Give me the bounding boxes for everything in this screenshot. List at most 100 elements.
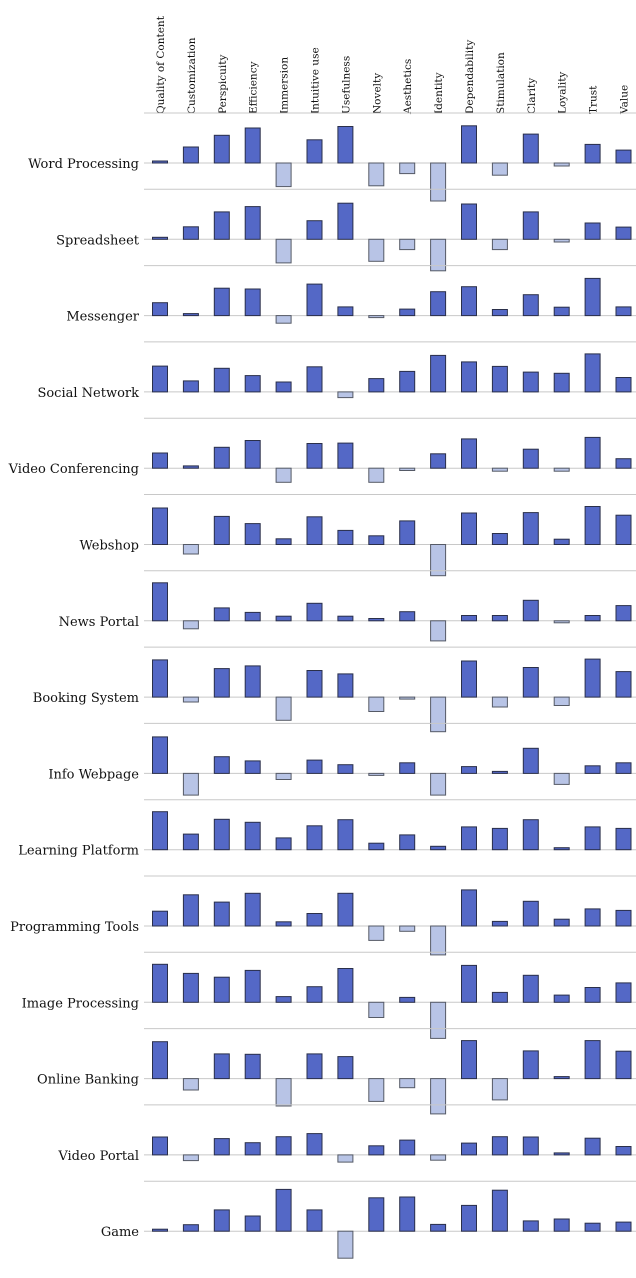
bar-image-processing-customization bbox=[182, 972, 199, 1003]
bar-messenger-value bbox=[615, 306, 632, 317]
bar-booking-system-usefulness bbox=[337, 673, 354, 698]
bar-social-network-efficiency bbox=[244, 375, 261, 393]
bar-word-processing-usefulness bbox=[337, 126, 354, 164]
bar-messenger-clarity bbox=[522, 294, 539, 317]
bar-news-portal-trust bbox=[584, 615, 601, 622]
bar-news-portal-identity bbox=[430, 620, 447, 642]
bar-booking-system-dependability bbox=[461, 660, 477, 698]
bar-messenger-efficiency bbox=[244, 288, 261, 317]
bar-info-webpage-perspicuity bbox=[213, 756, 230, 774]
bar-webshop-dependability bbox=[461, 512, 477, 545]
bar-word-processing-customization bbox=[182, 146, 199, 164]
bar-spreadsheet-novelty bbox=[368, 238, 385, 262]
bar-info-webpage-aesthetics bbox=[399, 762, 416, 774]
bar-learning-platform-dependability bbox=[461, 826, 477, 851]
bar-image-processing-usefulness bbox=[337, 968, 354, 1003]
bar-messenger-loyality bbox=[553, 306, 570, 317]
bar-social-network-aesthetics bbox=[399, 370, 416, 393]
row-video-portal: Video Portal bbox=[57, 1104, 636, 1164]
bar-webshop-value bbox=[615, 514, 632, 546]
bar-info-webpage-usefulness bbox=[337, 764, 354, 774]
bar-spreadsheet-intuitive-use bbox=[306, 220, 323, 240]
bar-video-conferencing-customization bbox=[182, 465, 199, 469]
bar-online-banking-loyality bbox=[553, 1076, 570, 1080]
bar-image-processing-efficiency bbox=[244, 969, 261, 1003]
bar-booking-system-novelty bbox=[368, 696, 385, 712]
bar-programming-tools-value bbox=[615, 909, 632, 927]
row-booking-system: Booking System bbox=[33, 646, 636, 733]
bar-video-portal-stimulation bbox=[491, 1136, 508, 1156]
bar-word-processing-clarity bbox=[522, 133, 539, 164]
bar-learning-platform-identity bbox=[430, 845, 447, 851]
bar-video-portal-customization bbox=[182, 1154, 199, 1162]
bar-online-banking-customization bbox=[182, 1078, 199, 1091]
bar-video-portal-value bbox=[615, 1146, 632, 1156]
bar-image-processing-perspicuity bbox=[213, 976, 230, 1003]
column-label-efficiency: Efficiency bbox=[248, 61, 260, 114]
bar-booking-system-identity bbox=[430, 696, 447, 733]
row-social-network: Social Network bbox=[37, 341, 636, 401]
bar-messenger-identity bbox=[430, 291, 447, 317]
bar-video-conferencing-quality-of-content bbox=[152, 452, 168, 469]
bar-social-network-perspicuity bbox=[213, 367, 230, 393]
bar-booking-system-efficiency bbox=[244, 665, 261, 698]
bar-webshop-immersion bbox=[275, 538, 292, 545]
column-label-usefulness: Usefulness bbox=[340, 56, 352, 114]
bar-image-processing-stimulation bbox=[491, 991, 508, 1003]
bar-video-portal-intuitive-use bbox=[306, 1133, 323, 1156]
bar-online-banking-quality-of-content bbox=[152, 1041, 168, 1080]
row-spreadsheet: Spreadsheet bbox=[56, 188, 636, 272]
bar-spreadsheet-value bbox=[615, 226, 632, 240]
bar-video-portal-perspicuity bbox=[213, 1138, 230, 1156]
bar-programming-tools-intuitive-use bbox=[306, 913, 323, 927]
bar-video-conferencing-immersion bbox=[275, 467, 292, 483]
bar-info-webpage-efficiency bbox=[244, 760, 261, 774]
bar-spreadsheet-customization bbox=[182, 226, 199, 240]
bar-news-portal-clarity bbox=[522, 599, 539, 622]
bar-webshop-novelty bbox=[368, 535, 385, 545]
bar-news-portal-intuitive-use bbox=[306, 602, 323, 622]
bar-video-conferencing-trust bbox=[584, 436, 601, 469]
bar-image-processing-clarity bbox=[522, 974, 539, 1003]
bar-programming-tools-perspicuity bbox=[213, 901, 230, 927]
bar-webshop-quality-of-content bbox=[152, 507, 168, 545]
bar-social-network-usefulness bbox=[337, 391, 354, 399]
bar-programming-tools-usefulness bbox=[337, 892, 354, 927]
bar-video-conferencing-efficiency bbox=[244, 440, 261, 469]
row-messenger: Messenger bbox=[66, 265, 636, 325]
bar-video-portal-novelty bbox=[368, 1145, 385, 1156]
bar-webshop-stimulation bbox=[491, 533, 508, 545]
bar-info-webpage-customization bbox=[182, 772, 199, 796]
bar-programming-tools-loyality bbox=[553, 918, 570, 927]
bar-video-conferencing-intuitive-use bbox=[306, 443, 323, 469]
bar-info-webpage-intuitive-use bbox=[306, 759, 323, 774]
bar-image-processing-value bbox=[615, 982, 632, 1003]
bar-social-network-dependability bbox=[461, 361, 477, 393]
bar-learning-platform-loyality bbox=[553, 847, 570, 851]
bar-messenger-stimulation bbox=[491, 309, 508, 317]
bar-learning-platform-trust bbox=[584, 826, 601, 851]
bar-video-portal-usefulness bbox=[337, 1154, 354, 1163]
row-label-messenger: Messenger bbox=[66, 310, 139, 325]
bar-game-dependability bbox=[461, 1204, 477, 1232]
bar-social-network-intuitive-use bbox=[306, 366, 323, 393]
column-label-perspicuity: Perspicuity bbox=[217, 54, 229, 114]
bar-video-portal-trust bbox=[584, 1137, 601, 1156]
bar-word-processing-quality-of-content bbox=[152, 160, 168, 164]
bar-webshop-intuitive-use bbox=[306, 516, 323, 545]
bar-online-banking-value bbox=[615, 1050, 632, 1080]
column-label-novelty: Novelty bbox=[371, 73, 383, 114]
bar-info-webpage-stimulation bbox=[491, 770, 508, 774]
bar-learning-platform-novelty bbox=[368, 842, 385, 851]
bar-game-usefulness bbox=[337, 1230, 354, 1259]
bar-spreadsheet-identity bbox=[430, 238, 447, 272]
bar-info-webpage-identity bbox=[430, 772, 447, 796]
bar-learning-platform-perspicuity bbox=[213, 818, 230, 851]
bar-booking-system-customization bbox=[182, 696, 199, 703]
row-label-video-portal: Video Portal bbox=[57, 1149, 139, 1164]
bar-image-processing-dependability bbox=[461, 964, 477, 1003]
bar-word-processing-trust bbox=[584, 143, 601, 164]
row-label-news-portal: News Portal bbox=[59, 615, 139, 630]
row-label-game: Game bbox=[101, 1225, 139, 1240]
